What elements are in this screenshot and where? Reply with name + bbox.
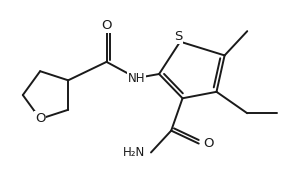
Text: H₂N: H₂N bbox=[123, 146, 145, 159]
Text: NH: NH bbox=[128, 72, 145, 85]
Text: O: O bbox=[35, 112, 45, 125]
Text: S: S bbox=[174, 30, 182, 43]
Text: O: O bbox=[101, 19, 112, 32]
Text: O: O bbox=[204, 137, 214, 150]
